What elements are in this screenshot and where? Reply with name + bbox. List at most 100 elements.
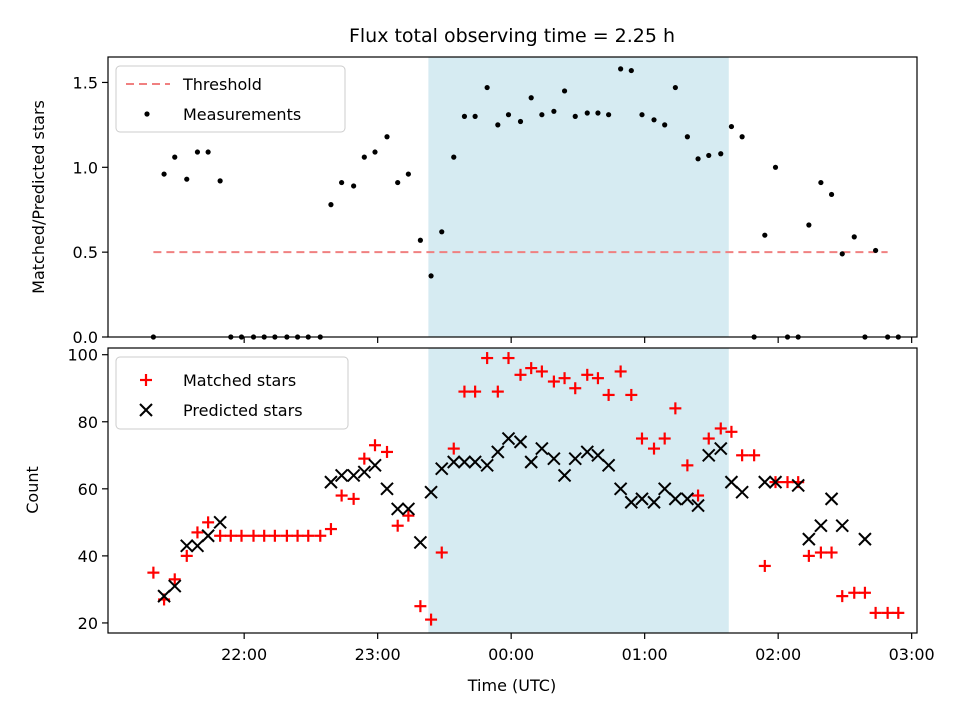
measurement-point-49 [695, 156, 701, 162]
predicted-point-25 [535, 441, 549, 456]
legend-matched-label: Matched stars [183, 371, 296, 390]
predicted-point-43 [735, 485, 749, 499]
x-tick-label-2: 00:00 [488, 645, 534, 664]
matched-point-25 [425, 613, 438, 626]
bottom-y-axis: 20 40 60 80 100 [67, 346, 108, 633]
matched-point-7 [224, 529, 237, 542]
matched-point-37 [558, 372, 571, 385]
top-y-tick-label-3: 1.5 [73, 73, 98, 92]
chart-title: Flux total observing time = 2.25 h [349, 25, 675, 47]
x-tick-label-4: 02:00 [755, 645, 801, 664]
predicted-point-32 [613, 482, 628, 496]
predicted-point-44 [758, 475, 772, 489]
x-tick-label-0: 22:00 [221, 645, 267, 664]
measurement-point-27 [451, 154, 457, 160]
bottom-shaded-region [428, 348, 729, 633]
measurement-point-19 [361, 154, 367, 160]
measurement-point-51 [718, 151, 724, 157]
top-x-ticks [243, 337, 913, 343]
predicted-point-48 [814, 518, 828, 533]
legend-predicted-label: Predicted stars [183, 401, 303, 420]
measurement-point-35 [539, 112, 545, 118]
predicted-point-29 [580, 445, 594, 459]
predicted-point-46 [791, 478, 805, 493]
predicted-point-34 [635, 492, 649, 506]
matched-point-2 [168, 573, 181, 586]
measurement-point-3 [184, 176, 190, 182]
measurement-point-65 [873, 247, 879, 254]
bottom-legend: Matched stars Predicted stars [115, 356, 349, 430]
predicted-point-9 [357, 465, 372, 479]
matched-point-0 [147, 566, 160, 579]
matched-point-33 [514, 368, 527, 381]
predicted-point-22 [501, 431, 516, 446]
legend-threshold-label: Threshold [182, 75, 262, 94]
matched-stars-series [147, 352, 905, 626]
top-legend: Threshold Measurements [115, 65, 346, 133]
matched-point-18 [347, 492, 360, 505]
measurement-point-47 [672, 84, 678, 91]
top-y-tick-label-2: 1.0 [73, 158, 98, 177]
predicted-point-41 [714, 441, 728, 456]
matched-point-10 [258, 529, 271, 542]
measurement-point-34 [528, 95, 534, 101]
measurement-point-38 [572, 113, 578, 119]
matched-point-48 [681, 459, 694, 472]
matched-point-20 [368, 439, 381, 452]
matched-point-42 [614, 365, 627, 378]
predicted-point-27 [557, 468, 572, 483]
predicted-point-11 [380, 482, 394, 496]
measurement-point-52 [728, 123, 735, 130]
x-tick-label-3: 01:00 [622, 645, 668, 664]
matched-point-5 [202, 516, 215, 529]
measurement-point-46 [662, 122, 668, 128]
measurement-point-42 [618, 66, 624, 72]
matched-point-12 [280, 529, 293, 542]
matched-point-51 [714, 422, 727, 435]
bottom-y-tick-label-0: 20 [78, 614, 98, 633]
measurement-point-4 [194, 149, 201, 155]
x-tick-label-1: 23:00 [355, 645, 401, 664]
matched-point-13 [291, 529, 304, 542]
bottom-y-axis-label: Count [23, 466, 42, 514]
matched-point-26 [435, 546, 448, 559]
bottom-plot-frame [107, 347, 918, 634]
matched-point-64 [858, 586, 871, 599]
matched-point-3 [180, 549, 193, 562]
matched-point-44 [635, 432, 648, 445]
measurement-point-43 [628, 67, 634, 74]
matched-point-43 [625, 388, 638, 401]
measurement-point-37 [561, 88, 568, 94]
predicted-point-33 [624, 495, 639, 509]
predicted-point-17 [447, 455, 461, 469]
measurement-point-56 [772, 164, 779, 170]
bottom-y-tick-label-1: 40 [78, 547, 98, 566]
x-tick-label-5: 03:00 [889, 645, 935, 664]
measurement-point-5 [205, 149, 211, 155]
predicted-point-13 [401, 502, 416, 516]
matched-point-29 [469, 385, 482, 398]
bottom-y-tick-label-3: 80 [78, 413, 98, 432]
predicted-point-37 [668, 492, 683, 506]
predicted-point-4 [201, 529, 215, 543]
measurement-point-6 [217, 178, 223, 184]
matched-point-57 [781, 476, 794, 489]
matched-point-67 [892, 606, 905, 619]
measurement-point-40 [595, 110, 601, 116]
matched-point-49 [692, 489, 705, 502]
measurement-point-33 [517, 118, 524, 125]
top-y-axis-label: Matched/Predicted stars [29, 100, 48, 294]
legend-measurements-swatch [144, 111, 150, 117]
measurement-point-22 [395, 179, 401, 186]
matched-point-38 [569, 382, 582, 395]
measurement-point-41 [606, 112, 612, 118]
matched-point-59 [802, 549, 815, 562]
predicted-point-40 [702, 448, 716, 463]
bottom-panel: 20 40 60 80 100 22:00 23:00 00:00 01:00 02:00 03:… [23, 346, 935, 695]
matched-point-55 [758, 559, 771, 572]
predicted-point-0 [157, 589, 171, 603]
predicted-point-38 [680, 492, 695, 506]
measurement-point-17 [339, 179, 345, 186]
matched-point-36 [547, 375, 560, 388]
